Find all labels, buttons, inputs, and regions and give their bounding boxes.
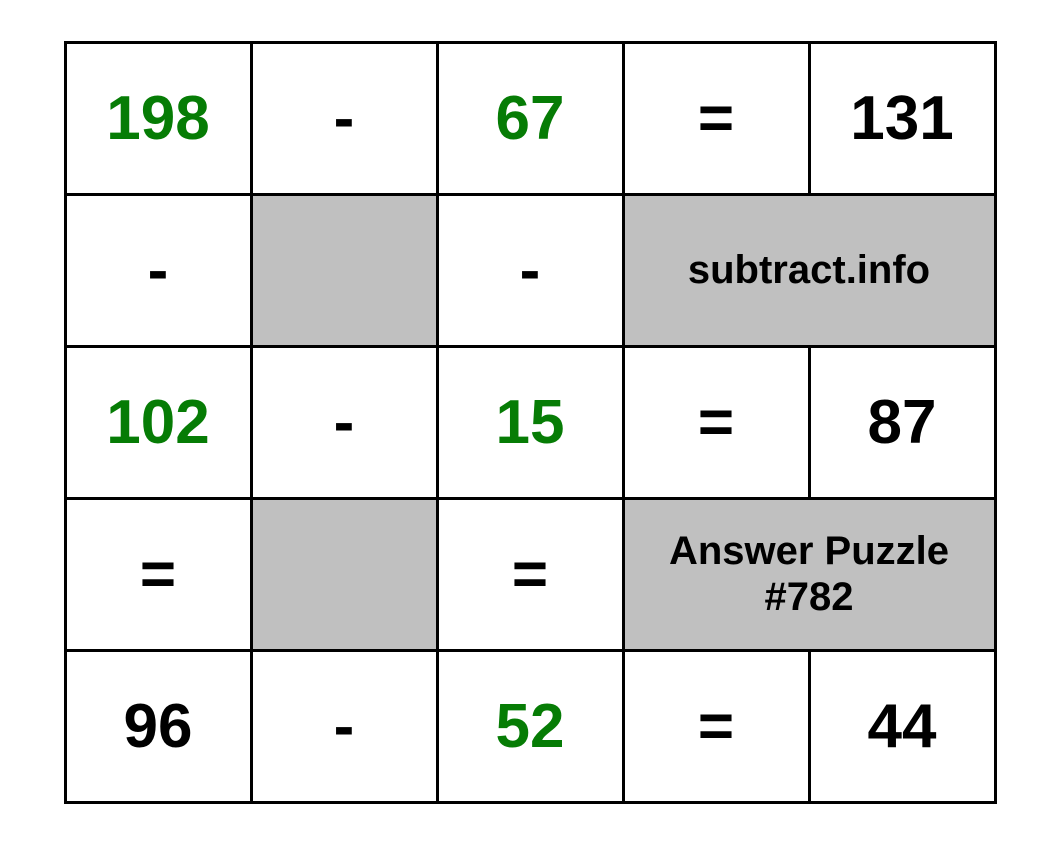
cell-r3-c0: = <box>65 498 251 650</box>
cell-r2-c1: - <box>251 346 437 498</box>
table-row: 96 - 52 = 44 <box>65 650 995 802</box>
cell-r4-c2: 52 <box>437 650 623 802</box>
table-row: 102 - 15 = 87 <box>65 346 995 498</box>
cell-r2-c4: 87 <box>809 346 995 498</box>
cell-r1-c0: - <box>65 194 251 346</box>
cell-r2-c0: 102 <box>65 346 251 498</box>
cell-r3-c2: = <box>437 498 623 650</box>
cell-answer-label: Answer Puzzle#782 <box>623 498 995 650</box>
cell-r0-c1: - <box>251 42 437 194</box>
cell-r4-c0: 96 <box>65 650 251 802</box>
cell-r0-c0: 198 <box>65 42 251 194</box>
cell-r1-c1 <box>251 194 437 346</box>
cell-r4-c4: 44 <box>809 650 995 802</box>
cell-r0-c4: 131 <box>809 42 995 194</box>
puzzle-grid: 198 - 67 = 131 - - subtract.info 102 - 1… <box>64 41 997 804</box>
table-row: - - subtract.info <box>65 194 995 346</box>
table-row: = = Answer Puzzle#782 <box>65 498 995 650</box>
cell-site-label: subtract.info <box>623 194 995 346</box>
cell-r0-c2: 67 <box>437 42 623 194</box>
cell-r4-c3: = <box>623 650 809 802</box>
cell-r2-c3: = <box>623 346 809 498</box>
cell-r1-c2: - <box>437 194 623 346</box>
cell-r3-c1 <box>251 498 437 650</box>
table-row: 198 - 67 = 131 <box>65 42 995 194</box>
cell-r2-c2: 15 <box>437 346 623 498</box>
cell-r0-c3: = <box>623 42 809 194</box>
cell-r4-c1: - <box>251 650 437 802</box>
